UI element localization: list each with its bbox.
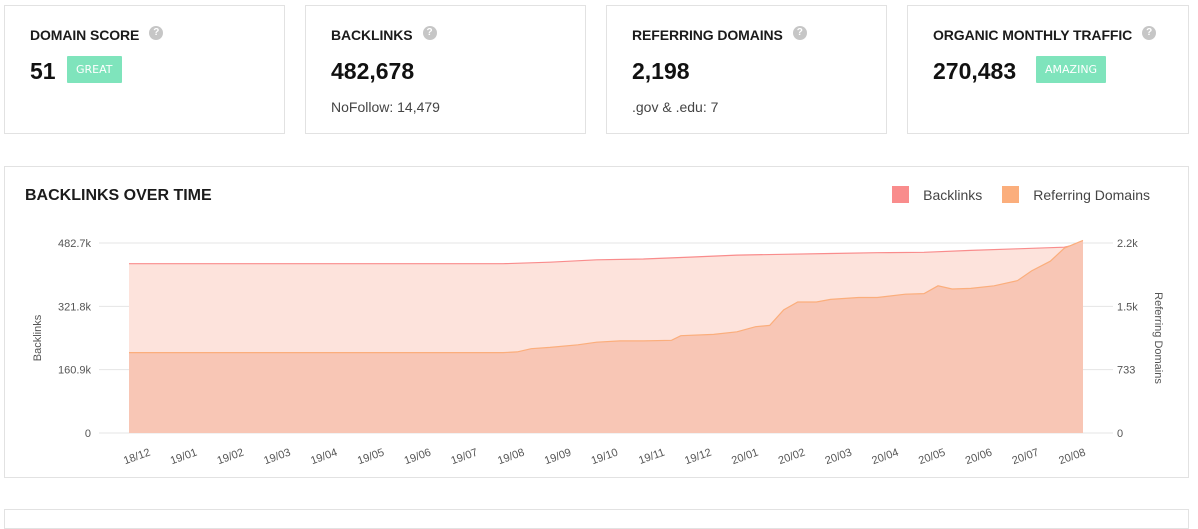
x-tick-label: 19/09 (543, 447, 573, 468)
gov-edu-count: .gov & .edu: 7 (632, 99, 719, 115)
y-right-tick-label: 1.5k (1117, 301, 1138, 313)
backlinks-card: BACKLINKS ? 482,678 NoFollow: 14,479 (305, 5, 586, 134)
organic-traffic-card: ORGANIC MONTHLY TRAFFIC ? 270,483 AMAZIN… (907, 5, 1189, 134)
x-tick-label: 19/08 (496, 447, 526, 468)
help-icon[interactable]: ? (422, 26, 437, 40)
x-tick-label: 19/11 (637, 447, 666, 467)
x-tick-label: 20/07 (1011, 447, 1041, 468)
x-tick-label: 19/04 (309, 447, 339, 468)
referring-domains-card: REFERRING DOMAINS ? 2,198 .gov & .edu: 7 (606, 5, 887, 134)
backlinks-over-time-panel: BACKLINKS OVER TIME Backlinks Referring … (4, 166, 1189, 478)
y-right-tick-label: 0 (1117, 428, 1123, 440)
backlinks-line (129, 242, 1084, 265)
domain-score-card: DOMAIN SCORE ? 51 GREAT (4, 5, 285, 134)
x-tick-label: 19/05 (356, 447, 386, 468)
legend-item-referring-domains[interactable]: Referring Domains (1002, 186, 1150, 203)
x-tick-label: 20/06 (964, 447, 994, 468)
x-tick-label: 20/04 (870, 447, 900, 468)
referring-domains-title: REFERRING DOMAINS ? (632, 26, 807, 43)
y-right-tick-label: 733 (1117, 365, 1135, 377)
x-tick-label: 20/05 (917, 447, 947, 468)
y-right-axis-label: Referring Domains (1152, 292, 1164, 384)
y-left-tick-label: 160.9k (58, 365, 92, 377)
organic-traffic-title: ORGANIC MONTHLY TRAFFIC ? (933, 26, 1157, 43)
domain-score-title: DOMAIN SCORE ? (30, 26, 164, 43)
organic-traffic-badge: AMAZING (1036, 56, 1107, 83)
y-left-tick-label: 0 (85, 428, 91, 440)
chart-legend: Backlinks Referring Domains (872, 186, 1150, 203)
legend-item-backlinks[interactable]: Backlinks (892, 186, 982, 203)
x-tick-label: 19/06 (403, 447, 433, 468)
referring-domains-line (129, 239, 1084, 354)
backlinks-value: 482,678 (331, 58, 415, 84)
help-icon[interactable]: ? (149, 26, 164, 40)
domain-score-value: 51 (30, 58, 56, 84)
x-tick-label: 19/10 (590, 447, 620, 468)
next-panel (4, 509, 1189, 529)
backlinks-chart: 482.7k 321.8k 160.9k 0 2.2k 1.5k 733 0 Backlinks… (32, 238, 1164, 468)
y-right-tick-label: 2.2k (1117, 238, 1138, 250)
y-left-tick-label: 482.7k (58, 238, 92, 250)
y-left-axis-label: Backlinks (32, 314, 44, 361)
x-tick-label: 19/01 (169, 447, 199, 468)
x-tick-label: 18/12 (122, 447, 152, 468)
x-tick-label: 20/01 (730, 447, 760, 468)
legend-swatch-referring-domains (1002, 186, 1020, 203)
referring-domains-value: 2,198 (632, 58, 690, 84)
legend-label-referring-domains: Referring Domains (1033, 186, 1150, 203)
x-tick-label: 19/03 (262, 447, 292, 468)
legend-label-backlinks: Backlinks (923, 186, 983, 203)
x-tick-label: 20/08 (1057, 447, 1087, 468)
backlinks-title: BACKLINKS ? (331, 26, 437, 43)
x-tick-label: 19/12 (683, 447, 713, 468)
domain-score-badge: GREAT (67, 56, 122, 83)
x-tick-label: 20/02 (777, 447, 807, 468)
x-tick-label: 19/07 (449, 447, 479, 468)
referring-domains-area (129, 240, 1083, 433)
legend-swatch-backlinks (892, 186, 910, 203)
chart-title: BACKLINKS OVER TIME (25, 187, 212, 204)
x-tick-label: 20/03 (824, 447, 854, 468)
x-tick-label: 19/02 (216, 447, 246, 468)
y-left-tick-label: 321.8k (58, 301, 92, 313)
nofollow-count: NoFollow: 14,479 (331, 99, 440, 115)
help-icon[interactable]: ? (1142, 26, 1157, 40)
organic-traffic-value: 270,483 (933, 58, 1017, 84)
help-icon[interactable]: ? (792, 26, 807, 40)
